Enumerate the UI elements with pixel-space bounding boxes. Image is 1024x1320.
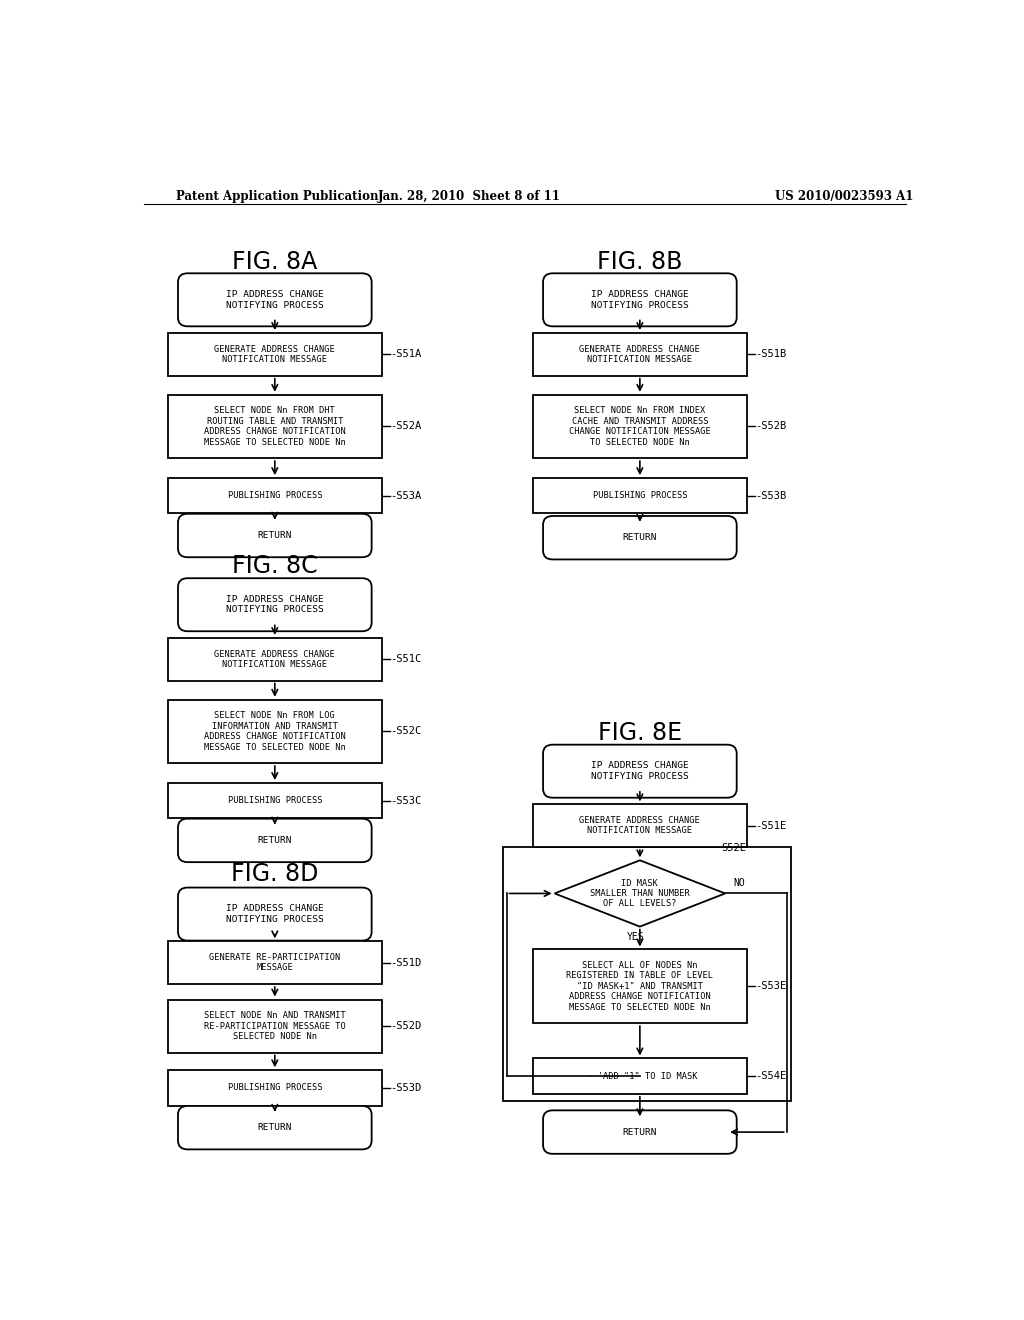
FancyBboxPatch shape <box>543 273 736 326</box>
Text: YES: YES <box>627 932 645 942</box>
Text: IP ADDRESS CHANGE
NOTIFYING PROCESS: IP ADDRESS CHANGE NOTIFYING PROCESS <box>226 904 324 924</box>
Text: Jan. 28, 2010  Sheet 8 of 11: Jan. 28, 2010 Sheet 8 of 11 <box>378 190 561 202</box>
FancyBboxPatch shape <box>543 516 736 560</box>
Text: IP ADDRESS CHANGE
NOTIFYING PROCESS: IP ADDRESS CHANGE NOTIFYING PROCESS <box>591 290 689 309</box>
Text: FIG. 8E: FIG. 8E <box>598 721 682 744</box>
Text: -S51C: -S51C <box>390 655 421 664</box>
Text: FIG. 8A: FIG. 8A <box>232 249 317 273</box>
Bar <box>168 999 382 1052</box>
Text: GENERATE ADDRESS CHANGE
NOTIFICATION MESSAGE: GENERATE ADDRESS CHANGE NOTIFICATION MES… <box>580 816 700 836</box>
Bar <box>532 395 748 458</box>
Text: SELECT NODE Nn FROM LOG
INFORMATION AND TRANSMIT
ADDRESS CHANGE NOTIFICATION
MES: SELECT NODE Nn FROM LOG INFORMATION AND … <box>204 711 346 751</box>
Text: PUBLISHING PROCESS: PUBLISHING PROCESS <box>227 796 323 805</box>
Text: -S51A: -S51A <box>390 350 421 359</box>
Text: GENERATE RE-PARTICIPATION
MESSAGE: GENERATE RE-PARTICIPATION MESSAGE <box>209 953 340 973</box>
Text: · 'ADD "1" TO ID MASK: · 'ADD "1" TO ID MASK <box>582 1072 697 1081</box>
Text: RETURN: RETURN <box>623 1127 657 1137</box>
Bar <box>168 941 382 983</box>
Text: EXAMPLE 2: EXAMPLE 2 <box>608 281 672 294</box>
Text: GENERATE ADDRESS CHANGE
NOTIFICATION MESSAGE: GENERATE ADDRESS CHANGE NOTIFICATION MES… <box>580 345 700 364</box>
Text: -S53C: -S53C <box>390 796 421 805</box>
Text: RETURN: RETURN <box>623 533 657 543</box>
Text: RETURN: RETURN <box>258 836 292 845</box>
FancyBboxPatch shape <box>178 818 372 862</box>
Bar <box>532 1059 748 1094</box>
Text: NO: NO <box>733 878 744 888</box>
Text: -S53A: -S53A <box>390 491 421 500</box>
Text: EXAMPLE 1: EXAMPLE 1 <box>243 281 307 294</box>
Text: -S52B: -S52B <box>755 421 786 432</box>
Bar <box>168 1071 382 1106</box>
Text: FIG. 8C: FIG. 8C <box>232 554 317 578</box>
Bar <box>168 638 382 681</box>
Text: SELECT ALL OF NODES Nn
REGISTERED IN TABLE OF LEVEL
"ID MASK+1" AND TRANSMIT
ADD: SELECT ALL OF NODES Nn REGISTERED IN TAB… <box>566 961 714 1011</box>
Polygon shape <box>555 861 725 927</box>
FancyBboxPatch shape <box>178 887 372 941</box>
Text: -S53D: -S53D <box>390 1082 421 1093</box>
Bar <box>168 700 382 763</box>
FancyBboxPatch shape <box>178 578 372 631</box>
Bar <box>532 333 748 376</box>
Text: -S53B: -S53B <box>755 491 786 500</box>
Text: GENERATE ADDRESS CHANGE
NOTIFICATION MESSAGE: GENERATE ADDRESS CHANGE NOTIFICATION MES… <box>214 345 335 364</box>
FancyBboxPatch shape <box>178 273 372 326</box>
Text: SELECT NODE Nn FROM DHT
ROUTING TABLE AND TRANSMIT
ADDRESS CHANGE NOTIFICATION
M: SELECT NODE Nn FROM DHT ROUTING TABLE AN… <box>204 407 346 446</box>
Text: -S51E: -S51E <box>755 821 786 830</box>
Text: -S53E: -S53E <box>755 981 786 991</box>
Bar <box>532 804 748 847</box>
Text: SELECT NODE Nn FROM INDEX
CACHE AND TRANSMIT ADDRESS
CHANGE NOTIFICATION MESSAGE: SELECT NODE Nn FROM INDEX CACHE AND TRAN… <box>569 407 711 446</box>
Text: PUBLISHING PROCESS: PUBLISHING PROCESS <box>227 1084 323 1093</box>
Text: PUBLISHING PROCESS: PUBLISHING PROCESS <box>227 491 323 500</box>
Text: -S51D: -S51D <box>390 958 421 968</box>
Text: -S54E: -S54E <box>755 1071 786 1081</box>
Text: US 2010/0023593 A1: US 2010/0023593 A1 <box>775 190 913 202</box>
Text: Patent Application Publication: Patent Application Publication <box>176 190 378 202</box>
Text: IP ADDRESS CHANGE
NOTIFYING PROCESS: IP ADDRESS CHANGE NOTIFYING PROCESS <box>591 762 689 781</box>
Text: -S51B: -S51B <box>755 350 786 359</box>
Text: EXAMPLE 5: EXAMPLE 5 <box>608 752 672 766</box>
Bar <box>503 847 791 1101</box>
Text: -S52D: -S52D <box>390 1022 421 1031</box>
FancyBboxPatch shape <box>178 513 372 557</box>
Bar <box>532 478 748 513</box>
FancyBboxPatch shape <box>543 744 736 797</box>
Text: EXAMPLE 4: EXAMPLE 4 <box>243 895 307 907</box>
Text: IP ADDRESS CHANGE
NOTIFYING PROCESS: IP ADDRESS CHANGE NOTIFYING PROCESS <box>226 290 324 309</box>
Bar <box>168 333 382 376</box>
Text: IP ADDRESS CHANGE
NOTIFYING PROCESS: IP ADDRESS CHANGE NOTIFYING PROCESS <box>226 595 324 614</box>
Text: RETURN: RETURN <box>258 531 292 540</box>
Text: FIG. 8B: FIG. 8B <box>597 249 683 273</box>
FancyBboxPatch shape <box>543 1110 736 1154</box>
Text: GENERATE ADDRESS CHANGE
NOTIFICATION MESSAGE: GENERATE ADDRESS CHANGE NOTIFICATION MES… <box>214 649 335 669</box>
Text: ID MASK
SMALLER THAN NUMBER
OF ALL LEVELS?: ID MASK SMALLER THAN NUMBER OF ALL LEVEL… <box>590 879 690 908</box>
Text: EXAMPLE 3: EXAMPLE 3 <box>243 586 307 599</box>
FancyBboxPatch shape <box>178 1106 372 1150</box>
Text: -S52A: -S52A <box>390 421 421 432</box>
Text: -S52C: -S52C <box>390 726 421 737</box>
Text: PUBLISHING PROCESS: PUBLISHING PROCESS <box>593 491 687 500</box>
Bar <box>532 949 748 1023</box>
Bar <box>168 783 382 818</box>
Bar <box>168 478 382 513</box>
Text: FIG. 8D: FIG. 8D <box>231 862 318 886</box>
Text: S52E: S52E <box>721 843 746 853</box>
Text: RETURN: RETURN <box>258 1123 292 1133</box>
Text: SELECT NODE Nn AND TRANSMIT
RE-PARTICIPATION MESSAGE TO
SELECTED NODE Nn: SELECT NODE Nn AND TRANSMIT RE-PARTICIPA… <box>204 1011 346 1041</box>
Bar <box>168 395 382 458</box>
